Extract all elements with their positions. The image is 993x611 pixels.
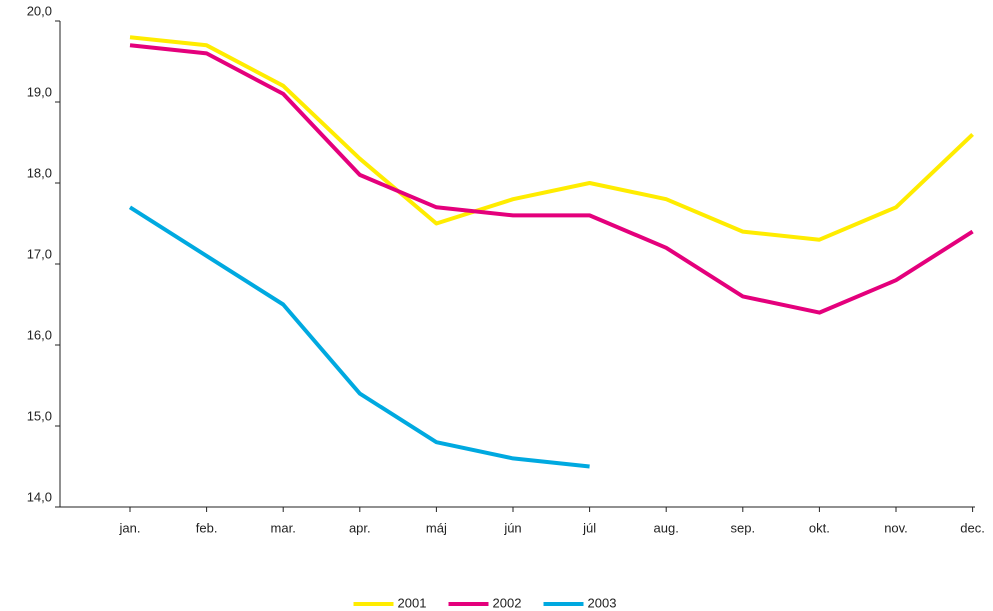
y-tick-label: 19,0 bbox=[27, 84, 52, 99]
x-tick-label: dec. bbox=[960, 520, 985, 535]
legend-label: 2002 bbox=[493, 595, 522, 610]
x-tick-label: sep. bbox=[731, 520, 756, 535]
x-tick-label: feb. bbox=[196, 520, 218, 535]
legend-label: 2003 bbox=[588, 595, 617, 610]
x-tick-label: máj bbox=[426, 520, 447, 535]
x-tick-label: jan. bbox=[119, 520, 141, 535]
series-line bbox=[129, 35, 974, 242]
x-tick-label: júl bbox=[582, 520, 596, 535]
y-tick-label: 16,0 bbox=[27, 327, 52, 342]
series-line bbox=[128, 205, 590, 469]
series-line bbox=[129, 43, 974, 315]
y-tick-label: 17,0 bbox=[27, 246, 52, 261]
x-tick-label: mar. bbox=[271, 520, 296, 535]
legend-label: 2001 bbox=[398, 595, 427, 610]
x-tick-label: aug. bbox=[654, 520, 679, 535]
x-tick-label: apr. bbox=[349, 520, 371, 535]
y-tick-label: 18,0 bbox=[27, 165, 52, 180]
y-tick-label: 15,0 bbox=[27, 408, 52, 423]
y-tick-label: 20,0 bbox=[27, 3, 52, 18]
x-tick-label: nov. bbox=[884, 520, 908, 535]
x-tick-label: okt. bbox=[809, 520, 830, 535]
x-tick-label: jún bbox=[503, 520, 521, 535]
y-tick-label: 14,0 bbox=[27, 489, 52, 504]
